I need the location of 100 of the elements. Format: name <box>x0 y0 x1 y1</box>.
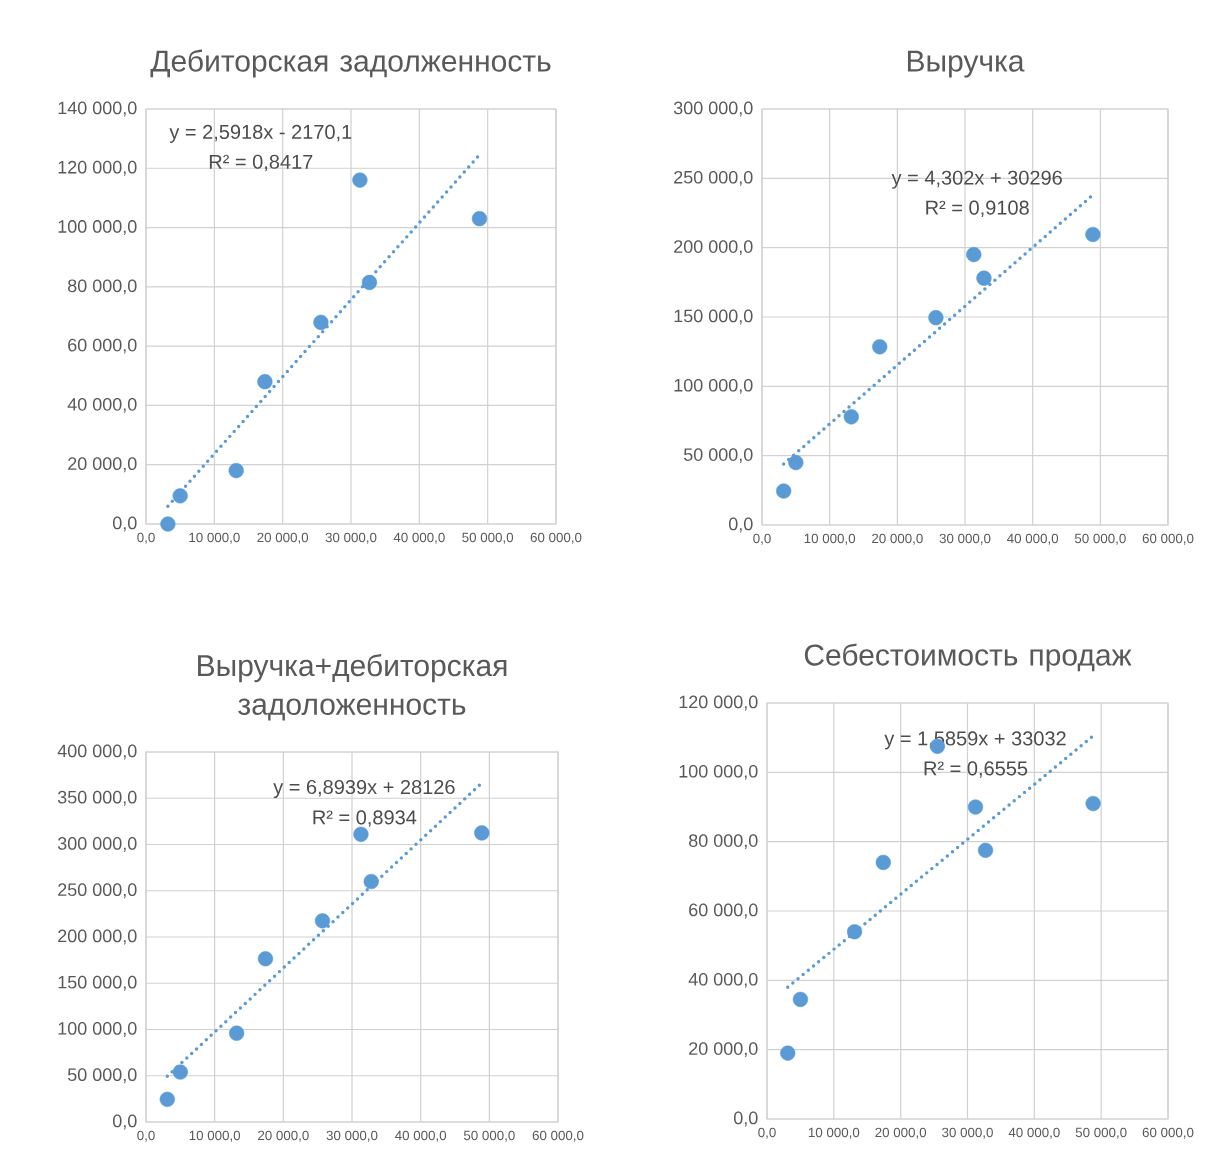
x-tick-label: 30 000,0 <box>939 533 991 545</box>
point <box>967 799 984 815</box>
point <box>872 339 888 355</box>
x-tick-label: 60 000,0 <box>532 1130 584 1142</box>
point <box>229 1025 245 1041</box>
y-tick-label: 50 000,0 <box>683 448 753 464</box>
point <box>172 488 188 504</box>
point <box>361 274 378 290</box>
y-tick-label: 300 000,0 <box>673 101 753 117</box>
x-tick-label: 20 000,0 <box>257 532 309 544</box>
y-tick-label: 60 000,0 <box>689 903 758 919</box>
x-tick-label: 10 000,0 <box>189 532 240 544</box>
x-tick-label: 50 000,0 <box>1075 1127 1127 1139</box>
y-tick-label: 350 000,0 <box>57 790 137 806</box>
y-tick-label: 120 000,0 <box>679 695 758 711</box>
chart-title: Дебиторская задолженность <box>150 49 551 78</box>
point <box>780 1045 796 1061</box>
y-tick-label: 140 000,0 <box>58 101 137 117</box>
x-tick-label: 40 000,0 <box>1008 1127 1060 1139</box>
point <box>928 310 944 326</box>
annotation: y = 6,8939x + 28126 <box>273 779 455 799</box>
point <box>159 1091 175 1107</box>
chart-title: Выручка <box>907 50 1025 78</box>
y-tick-label: 100 000,0 <box>58 220 137 235</box>
y-tick-label: 20 000,0 <box>689 1042 758 1058</box>
point <box>976 270 992 286</box>
annotation: R² = 0,8417 <box>209 154 313 172</box>
point <box>228 463 244 479</box>
point <box>257 374 273 390</box>
y-tick-label: 50 000,0 <box>67 1068 137 1084</box>
y-tick-label: 250 000,0 <box>58 883 137 899</box>
chart-title: Выручка+дебиторская задоложенность <box>198 653 507 721</box>
y-tick-label: 100 000,0 <box>674 378 753 394</box>
point <box>257 951 274 967</box>
point <box>471 211 488 227</box>
point <box>474 825 490 841</box>
y-tick-label: 100 000,0 <box>58 1022 137 1037</box>
x-tick-label: 10 000,0 <box>808 1127 860 1139</box>
x-tick-label: 50 000,0 <box>1074 533 1126 545</box>
point <box>977 842 994 858</box>
annotation: R² = 0,6555 <box>924 761 1028 778</box>
point <box>363 873 379 890</box>
x-tick-label: 50 000,0 <box>462 532 514 544</box>
y-tick-label: 250 000,0 <box>674 170 753 186</box>
point <box>314 913 331 929</box>
point <box>160 516 176 532</box>
point <box>313 314 329 331</box>
y-tick-label: 40 000,0 <box>67 397 137 413</box>
annotation: R² = 0,8934 <box>313 810 417 827</box>
y-tick-label: 60 000,0 <box>68 338 137 354</box>
y-tick-label: 0,0 <box>112 516 137 532</box>
x-tick-label: 30 000,0 <box>326 1130 378 1142</box>
y-tick-label: 80 000,0 <box>68 279 137 295</box>
x-tick-label: 20 000,0 <box>258 1130 309 1142</box>
x-tick-label: 0,0 <box>758 1127 776 1139</box>
x-tick-label: 10 000,0 <box>804 533 856 545</box>
x-tick-label: 0,0 <box>137 532 155 544</box>
x-tick-label: 40 000,0 <box>393 532 445 544</box>
y-tick-label: 150 000,0 <box>58 975 137 991</box>
point <box>966 246 982 263</box>
point <box>788 454 804 471</box>
annotation: y = 2,5918x - 2170,1 <box>169 124 352 143</box>
x-tick-label: 60 000,0 <box>1142 533 1194 545</box>
point <box>843 409 859 425</box>
y-tick-label: 150 000,0 <box>674 309 753 325</box>
y-tick-label: 200 000,0 <box>58 929 137 945</box>
y-tick-label: 20 000,0 <box>68 457 137 473</box>
x-tick-label: 60 000,0 <box>530 532 582 544</box>
x-tick-label: 40 000,0 <box>395 1130 447 1142</box>
point <box>1085 795 1101 812</box>
point <box>776 483 792 499</box>
point <box>353 826 369 842</box>
point <box>1085 226 1101 243</box>
point <box>846 924 863 940</box>
x-tick-label: 20 000,0 <box>872 533 923 545</box>
x-tick-label: 0,0 <box>137 1130 155 1142</box>
x-tick-label: 30 000,0 <box>325 532 377 544</box>
point <box>792 991 809 1007</box>
x-tick-label: 0,0 <box>753 533 771 545</box>
y-tick-label: 80 000,0 <box>689 834 758 850</box>
x-tick-label: 50 000,0 <box>463 1130 515 1142</box>
x-tick-label: 60 000,0 <box>1142 1127 1194 1139</box>
annotation: y = 4,302x + 30296 <box>891 170 1062 189</box>
y-tick-label: 0,0 <box>728 517 753 533</box>
y-tick-label: 0,0 <box>733 1111 758 1127</box>
x-tick-label: 30 000,0 <box>942 1127 993 1139</box>
x-tick-label: 10 000,0 <box>189 1130 241 1142</box>
point <box>875 854 891 871</box>
point <box>352 172 368 188</box>
y-tick-label: 400 000,0 <box>57 744 137 760</box>
x-tick-label: 20 000,0 <box>875 1127 927 1139</box>
y-tick-label: 40 000,0 <box>688 972 758 988</box>
y-tick-label: 200 000,0 <box>674 240 753 256</box>
x-tick-label: 40 000,0 <box>1007 533 1059 545</box>
chart-title: Себестоимость продаж <box>804 643 1132 672</box>
y-tick-label: 120 000,0 <box>58 160 137 176</box>
y-tick-label: 300 000,0 <box>57 837 137 852</box>
point <box>172 1064 188 1080</box>
annotation: R² = 0,9108 <box>926 200 1029 218</box>
y-tick-label: 100 000,0 <box>679 764 758 780</box>
